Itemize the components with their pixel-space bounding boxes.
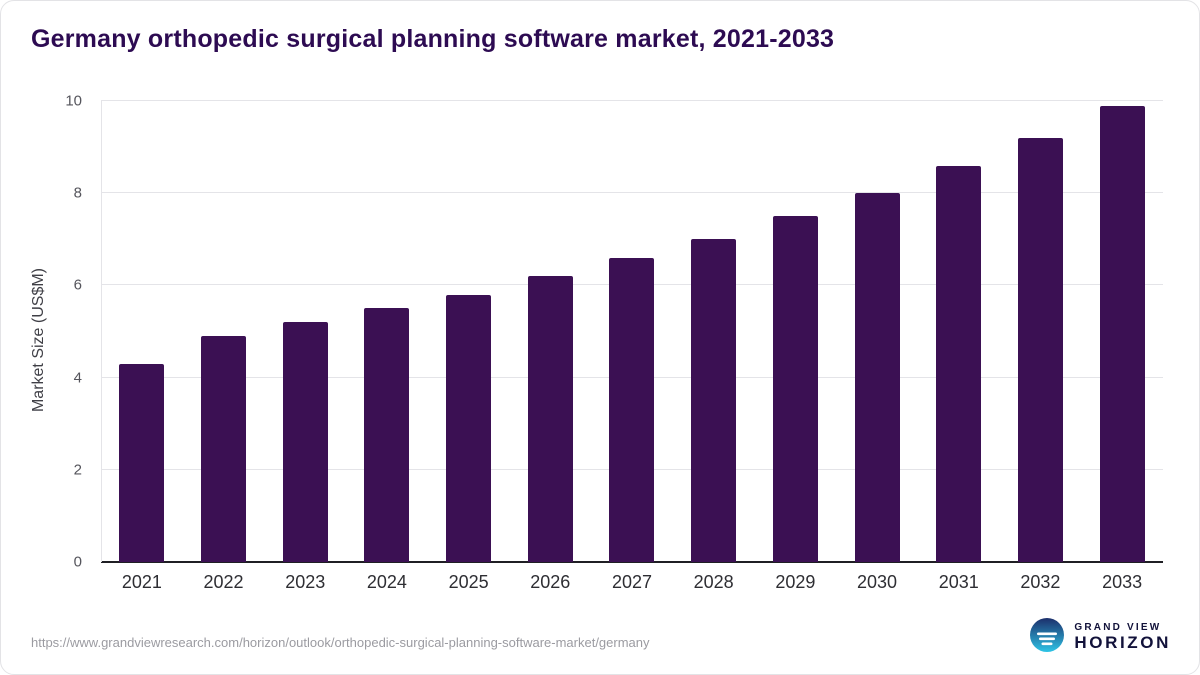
y-tick-label: 6 [73,276,82,294]
bar-2033 [1099,105,1145,562]
x-tick-label: 2021 [121,572,162,592]
bar-2023 [282,322,328,562]
brand-name-bottom: HORIZON [1074,633,1171,653]
source-url: https://www.grandviewresearch.com/horizo… [31,635,650,650]
bar-slot [428,101,510,562]
y-tick-label: 10 [65,92,82,110]
bar-slot [755,101,837,562]
bar-slot [509,101,591,562]
x-tick-label: 2022 [203,572,244,592]
x-tick-label: 2023 [285,572,326,592]
horizon-sun-icon [1029,617,1065,658]
bar-slot [673,101,755,562]
bar-slot [591,101,673,562]
x-tick-label: 2024 [366,572,407,592]
bar-2030 [854,193,900,562]
y-tick-label: 0 [73,553,82,571]
y-tick-label: 4 [73,369,82,387]
x-tick-label: 2025 [448,572,489,592]
bar-2026 [527,276,573,562]
bar-2028 [691,239,737,562]
bar-2021 [119,363,165,562]
page-title: Germany orthopedic surgical planning sof… [31,25,835,53]
bar-slot [918,101,1000,562]
brand-logo: GRAND VIEW HORIZON [1029,617,1171,658]
bar-2027 [609,257,655,562]
bar-2025 [446,294,492,562]
brand-name-top: GRAND VIEW [1074,621,1162,633]
bar-slot [1081,101,1163,562]
brand-logo-text: GRAND VIEW HORIZON [1074,622,1171,653]
x-tick-label: 2029 [775,572,816,592]
y-axis-title: Market Size (US$M) [30,267,47,413]
x-tick-label: 2027 [611,572,652,592]
bar-slot [183,101,265,562]
x-tick-label: 2028 [693,572,734,592]
y-tick-label: 2 [73,461,82,479]
bar-2031 [936,165,982,562]
x-tick-label: 2026 [530,572,571,592]
bar-slot [101,101,183,562]
x-tick-label: 2030 [857,572,898,592]
x-tick-label: 2033 [1102,572,1143,592]
bar-slot [1000,101,1082,562]
bar-slot [264,101,346,562]
y-tick-label: 8 [73,184,82,202]
bar-2024 [364,308,410,562]
x-axis-labels: 2021 2022 2023 2024 2025 2026 2027 2028 2029 2030… [101,572,1163,593]
bar-2029 [772,216,818,562]
y-axis: 0 2 4 6 8 10 [56,93,92,571]
bar-2022 [201,336,247,562]
y-axis-line [101,101,102,562]
plot-area [101,100,1163,563]
x-tick-label: 2032 [1020,572,1061,592]
gridline [101,100,1163,101]
x-tick-label: 2031 [938,572,979,592]
bar-2032 [1017,137,1063,562]
bar-slot [836,101,918,562]
bar-slot [346,101,428,562]
x-axis-baseline [101,561,1163,563]
bars [101,101,1163,562]
gridline [101,192,1163,194]
